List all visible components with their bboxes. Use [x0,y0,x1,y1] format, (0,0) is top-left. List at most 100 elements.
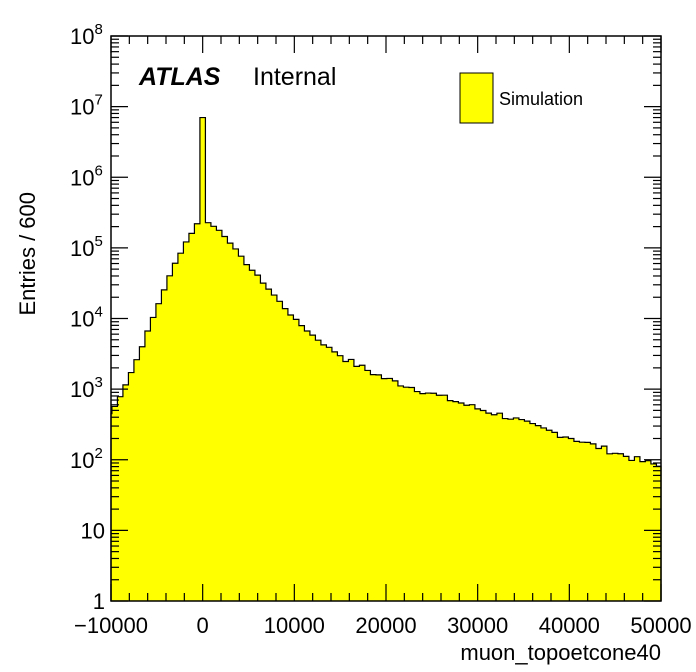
histogram-bin [425,393,432,601]
histogram-bin [634,456,641,601]
histogram-bin [276,301,284,601]
histogram-bin [144,331,152,601]
x-tick-label: 0 [197,613,209,638]
histogram-bin [205,222,212,601]
histogram-bin [111,406,119,601]
histogram-bin [320,344,328,601]
histogram-bin [463,405,471,601]
histogram-bin [188,233,196,602]
histogram-bin [150,317,157,601]
histogram-bin [447,400,454,601]
histogram-bin [293,319,300,601]
y-tick-labels: 1 10 102 103 104 105 106 107 108 [70,21,105,614]
histogram-bin [612,453,619,601]
histogram-bin [441,395,449,601]
histogram-bin [172,263,179,601]
x-tick-label: −10000 [74,613,148,638]
histogram-bin [617,453,625,601]
histogram-bin [364,370,372,601]
histogram-bin [139,346,146,601]
histogram-bin [243,264,251,601]
histogram-bin [122,384,130,601]
x-tick-label: 20000 [355,613,416,638]
histogram-bin [199,117,207,601]
histogram-bin [480,410,487,601]
y-tick-label: 104 [70,304,103,332]
x-axis-title: muon_topoetcone40 [460,640,661,665]
histogram-bars [111,117,662,602]
histogram-bin [540,427,548,601]
histogram-bin [111,413,113,601]
histogram-bin [496,413,504,601]
histogram-bin [326,347,333,601]
y-tick-label: 103 [70,374,103,402]
histogram-bin [546,430,553,601]
histogram-bin [370,374,377,601]
x-tick-label: 40000 [539,613,600,638]
histogram-bin [342,361,350,601]
histogram-bin [133,359,141,601]
histogram-bin [265,289,273,601]
histogram-bin [595,448,603,601]
histogram-bin [155,303,163,601]
histogram-bin [315,340,322,601]
histogram-bin [348,359,355,601]
histogram-bin [568,438,575,601]
x-tick-label: 10000 [264,613,325,638]
histogram-bin [238,256,245,601]
histogram-bin [584,442,592,601]
histogram-bin [128,372,135,601]
x-tick-label: 50000 [630,613,691,638]
histogram-bin [210,226,218,602]
histogram-bin [485,413,493,601]
histogram-bin [392,380,399,601]
histogram-bin [353,366,361,601]
histogram-bin [249,270,256,601]
legend: Simulation [459,72,583,124]
histogram-bin [177,253,185,601]
histogram-bin [227,243,234,601]
histogram-bin [639,461,647,601]
histogram-bin [216,230,223,601]
histogram-bin [309,335,317,601]
histogram-bin [623,456,630,601]
plot-frame [110,35,662,602]
atlas-label: ATLAS [138,63,221,91]
legend-label-simulation: Simulation [499,89,583,109]
histogram-bin [458,402,465,601]
histogram-bin [408,387,416,601]
histogram-bin [287,314,295,601]
histogram-bin [507,419,515,601]
histogram-bin [513,417,520,601]
histogram-bin [628,460,636,601]
histogram-bin [452,401,460,601]
histogram-bin [183,241,190,601]
histogram-bin [551,432,559,601]
y-tick-label: 107 [70,92,103,120]
histogram-bin [562,437,570,601]
histogram-bin [304,330,311,601]
legend-swatch [459,72,494,124]
histogram-bin [375,374,383,601]
histogram-bin [430,393,438,601]
histogram-bin [260,283,267,601]
histogram-bin [166,275,174,601]
histogram-bin [419,393,427,601]
histogram-bin [386,378,394,601]
histogram-bin [271,295,278,601]
histogram-bin [601,446,608,601]
x-tick-label: 30000 [447,613,508,638]
histogram-bin [232,248,240,601]
histogram-bin [436,395,443,601]
histogram-bin [529,423,537,601]
y-tick-label: 106 [70,162,103,190]
histogram-bin [403,387,410,601]
histogram-bin [397,385,405,601]
histogram-bin [117,396,124,601]
histogram-bin [337,355,344,601]
histogram-bin [606,453,614,601]
internal-label: Internal [253,63,336,91]
histogram-bin [579,442,586,601]
y-tick-label: 105 [70,233,103,261]
